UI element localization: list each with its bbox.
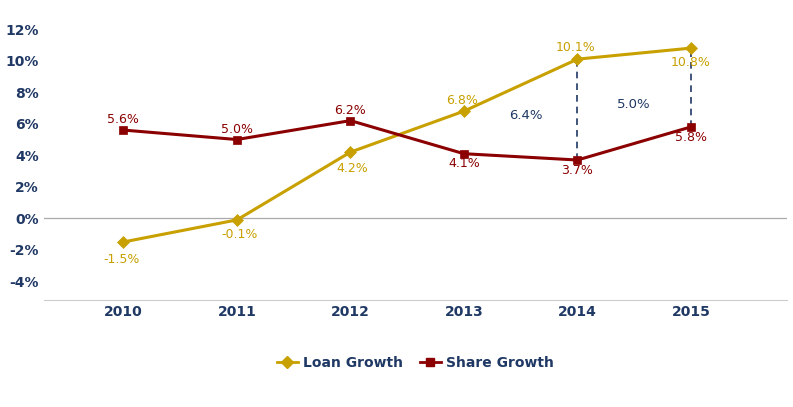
Text: 10.8%: 10.8% — [671, 56, 711, 69]
Text: 5.0%: 5.0% — [221, 123, 253, 136]
Text: -0.1%: -0.1% — [221, 228, 258, 241]
Text: 4.1%: 4.1% — [448, 158, 480, 171]
Text: 5.8%: 5.8% — [675, 131, 707, 144]
Text: 3.7%: 3.7% — [561, 164, 593, 177]
Text: 6.4%: 6.4% — [510, 109, 543, 122]
Text: -1.5%: -1.5% — [103, 253, 140, 266]
Legend: Loan Growth, Share Growth: Loan Growth, Share Growth — [271, 351, 560, 376]
Text: 5.6%: 5.6% — [107, 113, 140, 126]
Text: 5.0%: 5.0% — [618, 98, 651, 111]
Text: 10.1%: 10.1% — [555, 41, 595, 54]
Text: 6.8%: 6.8% — [446, 94, 477, 107]
Text: 4.2%: 4.2% — [337, 162, 369, 175]
Text: 6.2%: 6.2% — [335, 104, 366, 117]
